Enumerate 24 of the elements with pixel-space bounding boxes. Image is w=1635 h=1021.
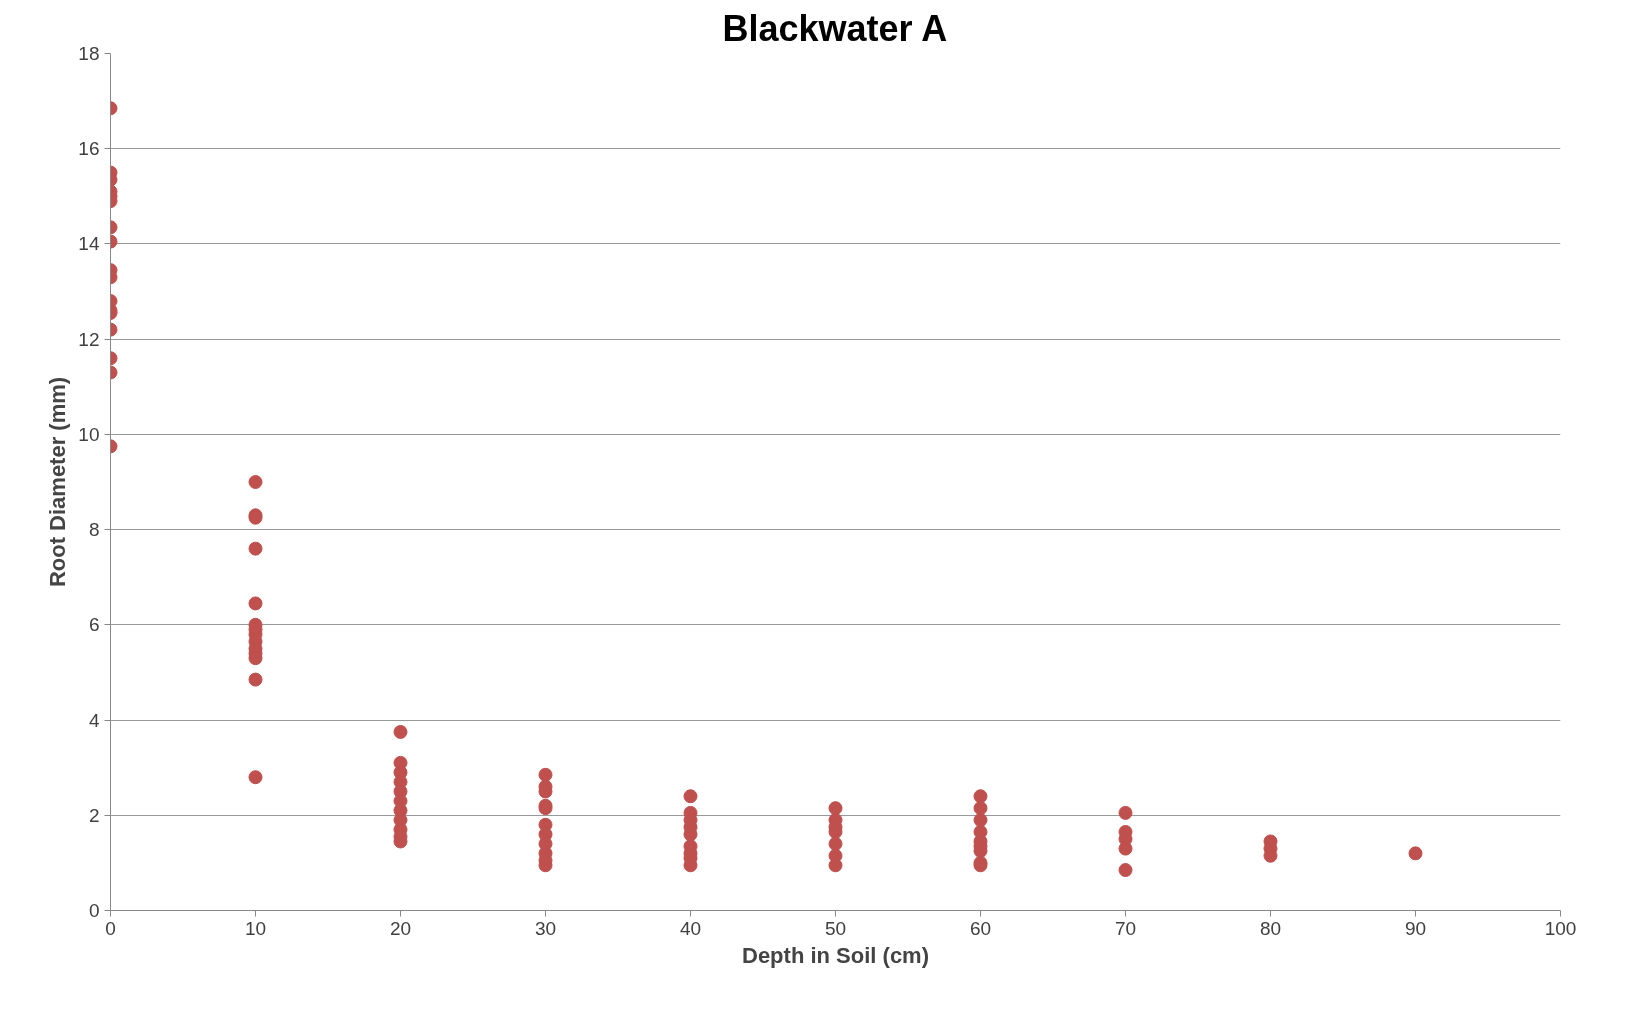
x-tick-label: 20 (389, 917, 412, 939)
x-tick-label: 40 (679, 917, 702, 939)
y-tick-label: 6 (88, 614, 100, 636)
x-tick-label: 60 (969, 917, 992, 939)
x-tick-label: 30 (534, 917, 557, 939)
y-tick-label: 2 (88, 804, 100, 826)
y-tick-label: 16 (78, 138, 100, 160)
y-tick-label: 0 (88, 900, 100, 921)
chart-title: Blackwater A (722, 7, 948, 49)
x-tick-label: 90 (1404, 917, 1427, 939)
y-tick-label: 12 (78, 328, 100, 350)
x-tick-label: 80 (1259, 917, 1282, 939)
x-tick-label: 10 (244, 917, 267, 939)
x-tick-label: 0 (105, 917, 116, 939)
y-tick-label: 18 (78, 43, 100, 64)
y-tick-label: 14 (78, 233, 100, 255)
x-tick-label: 100 (1544, 917, 1577, 939)
y-axis-title: Root Diameter (mm) (45, 376, 71, 588)
y-tick-label: 8 (88, 519, 100, 541)
x-axis-title: Depth in Soil (cm) (742, 942, 929, 968)
y-tick-label: 10 (78, 423, 100, 445)
x-tick-label: 70 (1114, 917, 1137, 939)
x-tick-label: 50 (824, 917, 847, 939)
y-tick-label: 4 (88, 709, 100, 731)
